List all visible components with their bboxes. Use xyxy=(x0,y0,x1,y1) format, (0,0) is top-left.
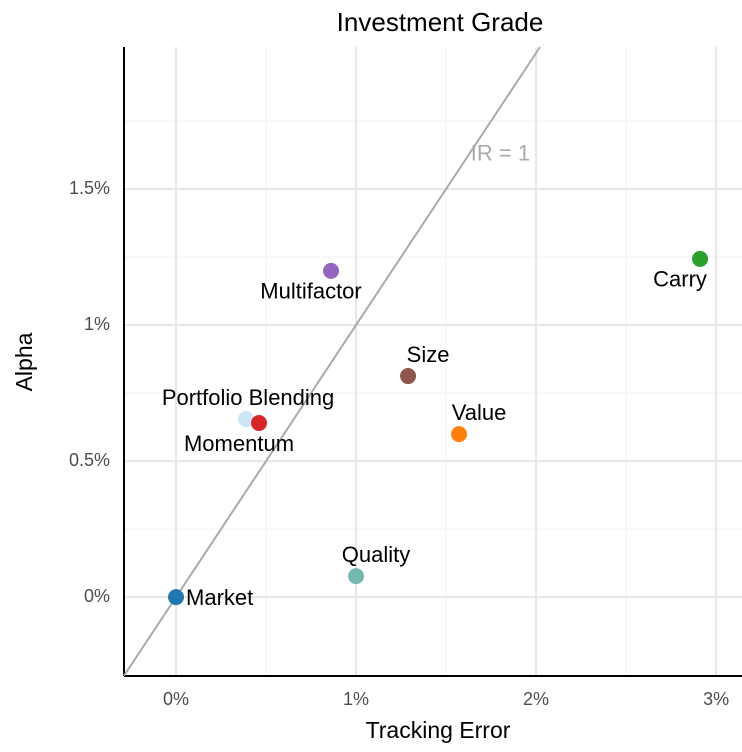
y-tick-label: 1% xyxy=(84,314,110,334)
x-tick-label: 1% xyxy=(343,689,369,709)
point xyxy=(451,426,468,443)
point-label: Quality xyxy=(342,542,410,567)
point-label: Multifactor xyxy=(260,279,361,304)
y-axis-title: Alpha xyxy=(11,332,37,391)
y-tick-label: 0.5% xyxy=(69,450,110,470)
point xyxy=(692,250,709,267)
point-label: Market xyxy=(186,585,253,610)
point xyxy=(400,368,417,385)
point xyxy=(168,589,185,606)
y-tick-label: 0% xyxy=(84,586,110,606)
point xyxy=(348,568,365,585)
point-label: Value xyxy=(452,400,507,425)
point-label: Momentum xyxy=(184,431,294,456)
reference-label: IR = 1 xyxy=(471,141,530,166)
x-tick-label: 3% xyxy=(703,689,729,709)
x-axis-title: Tracking Error xyxy=(366,717,511,743)
x-tick-label: 2% xyxy=(523,689,549,709)
point xyxy=(251,414,268,431)
chart-title: Investment Grade xyxy=(337,7,544,37)
reference-line xyxy=(123,46,541,677)
point-label: Portfolio Blending xyxy=(162,385,334,410)
y-tick-label: 1.5% xyxy=(69,178,110,198)
point xyxy=(238,411,255,428)
x-tick-label: 0% xyxy=(163,689,189,709)
point xyxy=(323,262,340,279)
point-label: Size xyxy=(407,342,450,367)
point-label: Carry xyxy=(653,267,707,292)
